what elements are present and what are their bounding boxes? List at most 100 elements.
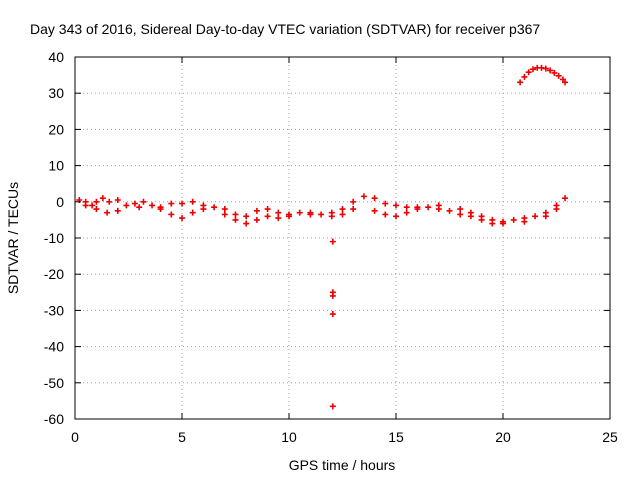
data-point (253, 207, 260, 214)
y-tick-label: -30 (44, 302, 64, 318)
data-point (339, 211, 346, 218)
data-point (114, 196, 121, 203)
data-point (179, 200, 185, 207)
data-point (189, 209, 196, 216)
data-point (457, 206, 464, 213)
data-point (253, 216, 260, 223)
data-point (547, 67, 554, 74)
data-point (553, 206, 560, 213)
data-point (149, 202, 156, 209)
data-point (93, 198, 100, 205)
data-point (542, 213, 549, 220)
y-tick-label: -40 (44, 339, 64, 355)
data-marks (76, 64, 569, 410)
data-point (489, 216, 496, 223)
data-point (446, 207, 453, 214)
data-point (221, 206, 228, 213)
data-point (393, 213, 399, 220)
data-point (140, 198, 147, 205)
data-point (296, 209, 303, 216)
data-point (521, 73, 528, 80)
data-point (350, 198, 357, 205)
data-point (99, 195, 106, 202)
data-point (521, 218, 528, 225)
data-point (243, 220, 250, 227)
data-point (232, 216, 239, 223)
y-axis-label: SDTVAR / TECUs (5, 182, 21, 294)
data-point (104, 209, 111, 216)
data-point (114, 207, 121, 214)
data-point (131, 200, 138, 207)
data-point (562, 195, 569, 202)
data-point (179, 215, 185, 222)
data-point (275, 215, 282, 222)
data-point (221, 211, 228, 218)
data-point (123, 202, 130, 209)
y-tick-label: -20 (44, 266, 64, 282)
data-point (457, 211, 464, 218)
data-point (329, 403, 336, 410)
y-tick-label: -10 (44, 230, 64, 246)
series-upper-arc (517, 64, 569, 86)
data-point (360, 193, 367, 200)
data-point (211, 204, 218, 211)
data-point (382, 200, 389, 207)
x-tick-label: 25 (602, 429, 618, 445)
data-point (339, 206, 346, 213)
data-point (532, 213, 539, 220)
data-point (93, 206, 100, 213)
data-point (168, 200, 175, 207)
data-point (551, 69, 558, 76)
data-point (168, 211, 175, 218)
y-tick-label: 30 (48, 85, 64, 101)
data-point (106, 198, 113, 205)
data-point (89, 202, 96, 209)
data-point (232, 211, 239, 218)
series-outliers (329, 238, 336, 410)
data-point (329, 311, 336, 318)
data-point (307, 211, 314, 218)
y-tick-label: -50 (44, 375, 64, 391)
data-point (264, 213, 271, 220)
data-point (264, 206, 271, 213)
data-point (350, 206, 357, 213)
data-point (562, 79, 569, 86)
data-point (275, 209, 282, 216)
y-tick-label: 20 (48, 121, 64, 137)
data-point (435, 206, 442, 213)
x-axis-label: GPS time / hours (289, 457, 396, 473)
y-tick-label: 40 (48, 49, 64, 65)
data-point (500, 220, 506, 227)
data-point (329, 238, 336, 245)
y-tick-label: 0 (56, 194, 64, 210)
axis-ticks: 0 5 10 15 20 25 -60 -50 -40 -30 -20 -10 0 10 20 30 40 (44, 49, 618, 445)
data-point (82, 202, 89, 209)
x-tick-label: 10 (281, 429, 297, 445)
data-point (382, 211, 389, 218)
data-point (329, 292, 336, 299)
data-point (328, 213, 335, 220)
data-point (371, 195, 378, 202)
data-point (200, 206, 207, 213)
data-point (157, 206, 164, 213)
grid-lines (75, 57, 610, 419)
chart-title: Day 343 of 2016, Sidereal Day-to-day VTE… (30, 21, 540, 37)
data-point (525, 69, 532, 76)
data-point (403, 209, 410, 216)
data-point (529, 66, 536, 73)
x-tick-label: 15 (388, 429, 404, 445)
data-point (318, 211, 325, 218)
data-point (414, 204, 421, 211)
y-tick-label: -60 (44, 411, 64, 427)
data-point (555, 72, 562, 79)
data-point (542, 65, 549, 72)
series-lower-branch (82, 202, 560, 227)
x-tick-label: 0 (71, 429, 79, 445)
data-point (510, 216, 517, 223)
data-point (425, 204, 432, 211)
data-point (243, 213, 250, 220)
data-point (371, 207, 378, 214)
series-main-band (76, 193, 569, 227)
x-tick-label: 5 (178, 429, 186, 445)
